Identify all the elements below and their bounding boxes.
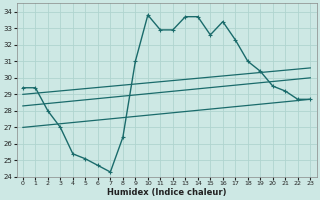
X-axis label: Humidex (Indice chaleur): Humidex (Indice chaleur) xyxy=(107,188,226,197)
